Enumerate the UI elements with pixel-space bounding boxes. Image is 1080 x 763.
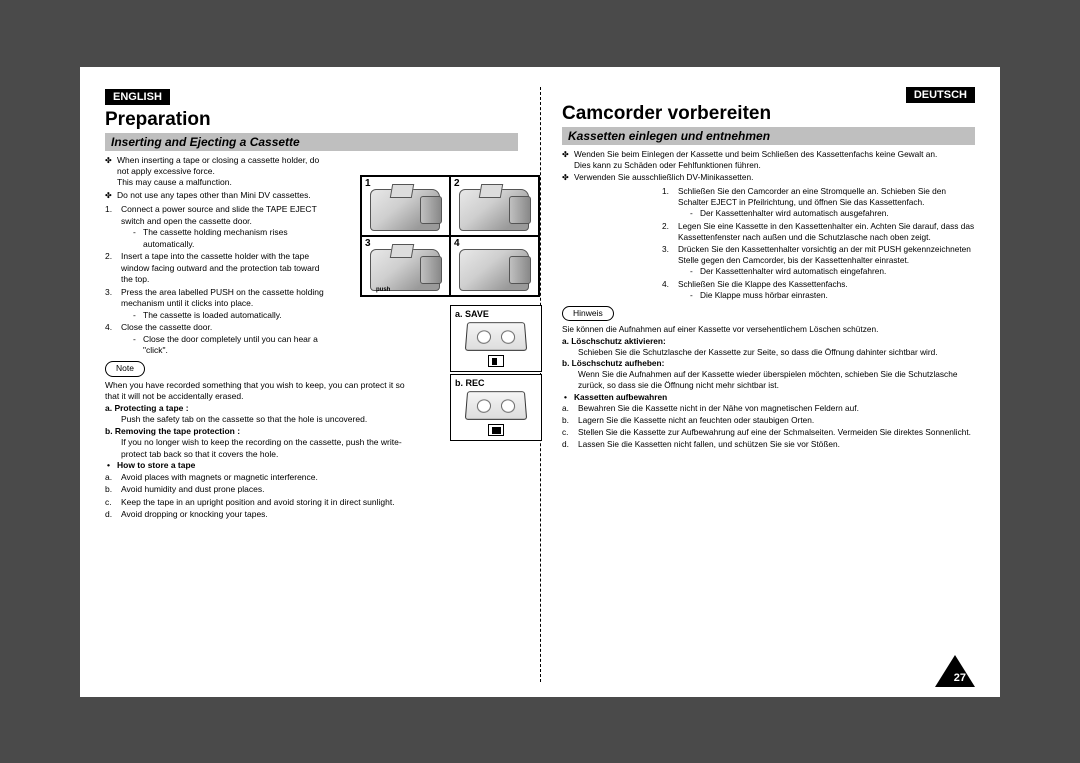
intro-item: Verwenden Sie ausschließlich DV-Minikass… [562, 172, 975, 183]
note-badge-de: Hinweis [562, 306, 614, 321]
step-item: Connect a power source and slide the TAP… [105, 204, 330, 250]
protect-b-label-de: b. Löschschutz aufheben: [562, 358, 975, 369]
figure-save: a. SAVE [450, 305, 542, 372]
store-item: b.Avoid humidity and dust prone places. [105, 484, 420, 495]
store-title-de: Kassetten aufbewahren [562, 392, 975, 403]
figure-rec: b. REC [450, 374, 542, 441]
step-item: Insert a tape into the cassette holder w… [105, 251, 330, 285]
step-item: Legen Sie eine Kassette in den Kassetten… [662, 221, 975, 243]
protect-b-label: b. Removing the tape protection : [105, 426, 420, 437]
intro-item: When inserting a tape or closing a casse… [105, 155, 330, 189]
store-item: d.Lassen Sie die Kassetten nicht fallen,… [562, 439, 975, 450]
subtitle-de: Kassetten einlegen und entnehmen [562, 127, 975, 145]
step-item: Close the cassette door. Close the door … [105, 322, 330, 356]
store-item: d.Avoid dropping or knocking your tapes. [105, 509, 420, 520]
store-item: c.Stellen Sie die Kassette zur Aufbewahr… [562, 427, 975, 438]
title-en: Preparation [105, 109, 518, 131]
step-item: Schließen Sie den Camcorder an eine Stro… [662, 186, 975, 220]
lang-badge-de: DEUTSCH [906, 87, 975, 103]
title-de: Camcorder vorbereiten [562, 103, 975, 125]
protect-a-label: a. Protecting a tape : [105, 403, 420, 414]
manual-page: ENGLISH Preparation Inserting and Ejecti… [80, 67, 1000, 697]
save-rec-figures: a. SAVE b. REC [450, 305, 542, 443]
step-item: Press the area labelled PUSH on the cass… [105, 287, 330, 321]
store-item: a.Bewahren Sie die Kassette nicht in der… [562, 403, 975, 414]
figure-2: 2 [450, 176, 539, 236]
tab-closed-icon [488, 424, 504, 436]
cassette-icon [465, 391, 527, 420]
figure-3: 3push [361, 236, 450, 296]
figure-grid: 1 2 3push 4 [360, 175, 540, 297]
column-german: DEUTSCH Camcorder vorbereiten Kassetten … [540, 87, 975, 687]
figure-1: 1 [361, 176, 450, 236]
store-item: c.Keep the tape in an upright position a… [105, 497, 420, 508]
figure-4: 4 [450, 236, 539, 296]
tab-open-icon [488, 355, 504, 367]
store-item: a.Avoid places with magnets or magnetic … [105, 472, 420, 483]
lang-badge-en: ENGLISH [105, 89, 170, 105]
store-item: b.Lagern Sie die Kassette nicht an feuch… [562, 415, 975, 426]
page-number: 27 [954, 672, 966, 684]
cassette-icon [465, 322, 527, 351]
subtitle-en: Inserting and Ejecting a Cassette [105, 133, 518, 151]
intro-item: Do not use any tapes other than Mini DV … [105, 190, 330, 201]
step-item: Schließen Sie die Klappe des Kassettenfa… [662, 279, 975, 301]
note-intro-de: Sie können die Aufnahmen auf einer Kasse… [562, 324, 975, 335]
protect-a-label-de: a. Löschschutz aktivieren: [562, 336, 975, 347]
note-intro-en: When you have recorded something that yo… [105, 380, 420, 403]
body-de: Wenden Sie beim Einlegen der Kassette un… [562, 149, 975, 451]
intro-item: Wenden Sie beim Einlegen der Kassette un… [562, 149, 975, 171]
column-english: ENGLISH Preparation Inserting and Ejecti… [105, 87, 540, 687]
step-item: Drücken Sie den Kassettenhalter vorsicht… [662, 244, 975, 278]
note-badge-en: Note [105, 361, 145, 376]
store-title-en: How to store a tape [105, 460, 420, 471]
